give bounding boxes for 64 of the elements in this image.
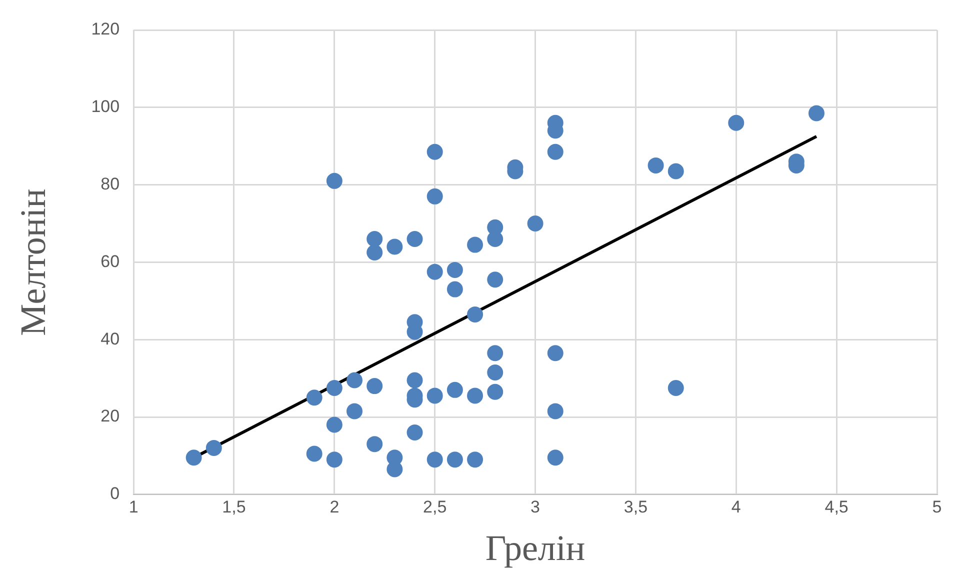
point bbox=[206, 440, 222, 456]
point bbox=[386, 461, 403, 478]
point bbox=[547, 144, 564, 160]
point bbox=[547, 403, 564, 420]
y-tick-label: 80 bbox=[100, 174, 120, 194]
point bbox=[346, 372, 363, 388]
point bbox=[487, 384, 504, 400]
y-tick-label: 20 bbox=[100, 406, 120, 426]
x-tick-label: 1 bbox=[128, 497, 138, 516]
x-tick-label: 3,5 bbox=[624, 497, 648, 516]
y-tick-label: 0 bbox=[110, 484, 120, 504]
point bbox=[326, 380, 342, 396]
point bbox=[366, 436, 383, 452]
y-tick-label: 40 bbox=[100, 329, 120, 348]
point bbox=[467, 452, 484, 468]
point bbox=[366, 230, 383, 247]
y-tick-label: 100 bbox=[91, 97, 120, 116]
point bbox=[446, 382, 463, 398]
point bbox=[366, 378, 383, 394]
point bbox=[467, 306, 484, 322]
x-tick-label: 3 bbox=[530, 497, 540, 516]
x-tick-label: 2,5 bbox=[423, 497, 447, 516]
point bbox=[426, 388, 443, 404]
point bbox=[406, 372, 423, 388]
x-tick-label: 2 bbox=[330, 497, 340, 516]
point bbox=[648, 157, 664, 174]
point bbox=[487, 364, 504, 380]
x-tick-label: 5 bbox=[932, 497, 942, 516]
point bbox=[346, 403, 363, 420]
point bbox=[426, 144, 443, 160]
point bbox=[467, 388, 484, 404]
point bbox=[487, 272, 504, 288]
y-axis-title: Мелтонін bbox=[13, 188, 54, 336]
point bbox=[446, 262, 463, 278]
x-tick-label: 4,5 bbox=[824, 497, 848, 516]
point bbox=[426, 452, 443, 468]
point bbox=[406, 230, 423, 247]
point bbox=[527, 216, 544, 232]
point bbox=[306, 446, 322, 462]
x-tick-label: 1,5 bbox=[222, 497, 246, 516]
y-tick-label: 120 bbox=[91, 20, 120, 39]
point bbox=[426, 264, 443, 280]
point bbox=[306, 390, 322, 406]
point bbox=[366, 244, 383, 261]
point bbox=[386, 238, 403, 255]
point bbox=[446, 452, 463, 468]
x-tick-label: 4 bbox=[731, 497, 741, 516]
y-tick-label: 60 bbox=[100, 252, 120, 271]
point bbox=[326, 416, 342, 433]
point bbox=[186, 450, 202, 466]
point bbox=[467, 236, 484, 253]
point bbox=[668, 163, 684, 180]
point bbox=[547, 345, 564, 362]
point bbox=[326, 452, 342, 468]
point bbox=[406, 424, 423, 440]
point bbox=[326, 172, 342, 189]
point bbox=[446, 281, 463, 298]
point bbox=[487, 345, 504, 362]
point bbox=[426, 188, 443, 204]
point bbox=[668, 380, 684, 396]
x-axis-title: Грелін bbox=[485, 528, 586, 568]
point bbox=[728, 114, 744, 131]
point bbox=[547, 450, 564, 466]
point bbox=[808, 105, 824, 122]
